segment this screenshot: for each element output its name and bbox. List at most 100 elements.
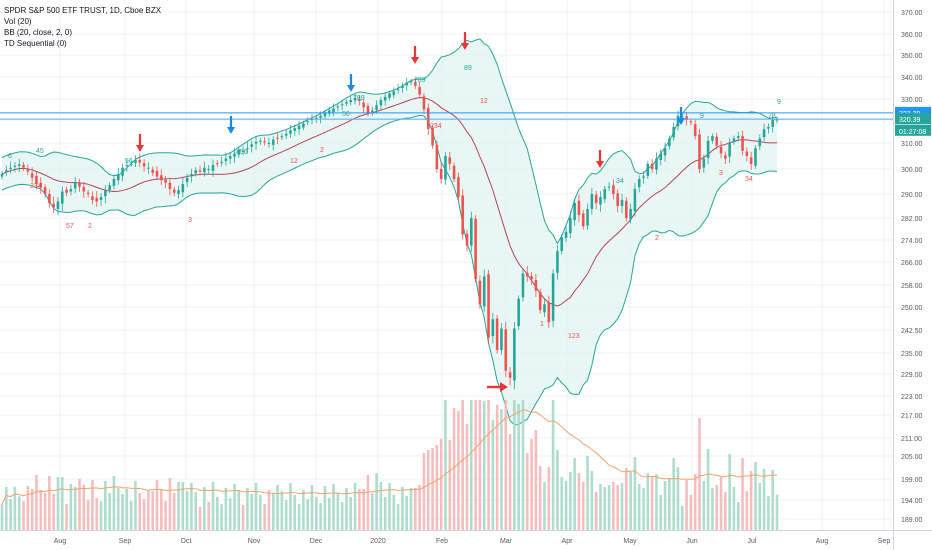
candle-body (181, 184, 185, 193)
candle-body (767, 126, 770, 129)
td-sequential-count: 12 (290, 158, 298, 165)
volume-bar (491, 420, 495, 530)
volume-bar (672, 458, 675, 530)
volume-bar (426, 450, 430, 530)
candle-body (444, 156, 447, 180)
candle-body (332, 108, 335, 113)
legend-title[interactable]: SPDR S&P 500 ETF TRUST, 1D, Cboe BZX (4, 6, 162, 15)
x-tick-label: Sep (119, 538, 132, 545)
volume-bar (741, 458, 744, 530)
candle-body (293, 128, 297, 131)
volume-bar (405, 496, 409, 530)
volume-bar (732, 487, 736, 530)
volume-bar (99, 501, 103, 530)
volume-bar (267, 490, 271, 530)
candle-body (302, 123, 305, 128)
volume-bar (711, 488, 714, 530)
candle-body (86, 192, 90, 194)
volume-bar (323, 486, 327, 530)
candle-body (306, 121, 309, 123)
volume-bar (663, 481, 667, 530)
td-sequential-count: 456 (236, 149, 248, 156)
volume-bar (457, 411, 460, 530)
volume-bar (396, 504, 400, 530)
candle-body (370, 110, 374, 113)
candle-body (457, 177, 460, 197)
volume-bar (689, 495, 693, 530)
candle-body (698, 134, 701, 169)
volume-bar (418, 485, 421, 530)
y-tick-label: 242.50 (901, 328, 923, 335)
td-sequential-count: 34 (745, 176, 753, 183)
volume-bar (556, 450, 559, 530)
y-tick-label: 290.00 (901, 192, 923, 199)
candle-body (577, 200, 581, 215)
y-tick-label: 370.00 (901, 10, 923, 17)
candle-body (642, 176, 645, 178)
volume-bar (422, 453, 426, 530)
volume-bar (284, 500, 288, 530)
candle-body (375, 105, 378, 111)
candle-body (414, 81, 417, 86)
x-tick-label: Oct (181, 538, 192, 545)
volume-bar (241, 505, 245, 530)
candle-body (327, 110, 331, 114)
price-tag (895, 106, 931, 118)
volume-bar (577, 473, 581, 530)
volume-bar (69, 484, 73, 530)
candle-body (198, 170, 202, 172)
volume-bar (620, 483, 624, 530)
legend-td-sequential[interactable]: TD Sequential (0) (4, 39, 67, 48)
volume-bar (13, 486, 17, 530)
volume-bar (504, 400, 508, 530)
td-sequential-count: 234 (430, 123, 442, 130)
volume-bar (388, 483, 391, 530)
volume-bar (0, 504, 4, 530)
x-tick-label: Sep (878, 538, 891, 545)
blue-down-arrow-icon (347, 85, 355, 92)
volume-bar (383, 497, 387, 530)
x-tick-label: Jul (748, 538, 757, 545)
candle-body (289, 130, 292, 134)
candle-body (517, 298, 520, 327)
volume-bar (564, 481, 568, 530)
candle-body (22, 164, 25, 168)
candle-body (241, 150, 245, 152)
candle-body (129, 163, 133, 165)
candle-body (435, 144, 439, 169)
legend-bollinger-bands[interactable]: BB (20, close, 2, 0) (4, 28, 73, 37)
volume-bar (668, 478, 671, 530)
volume-bar (470, 400, 473, 530)
volume-bar (599, 484, 602, 530)
candle-body (60, 191, 64, 204)
candle-body (30, 173, 34, 178)
candle-body (271, 139, 275, 145)
volume-bar (521, 400, 525, 530)
candle-body (5, 170, 8, 173)
candle-body (246, 148, 249, 150)
volume-bar (758, 483, 762, 530)
volume-bar (702, 481, 706, 530)
legend-volume[interactable]: Vol (20) (4, 17, 32, 26)
volume-bar (43, 493, 47, 530)
td-sequential-count: 123 (568, 333, 580, 340)
candle-body (616, 193, 619, 206)
candle-body (543, 304, 546, 313)
red-right-arrow-icon (500, 382, 508, 392)
td-sequential-count: 2 (655, 235, 659, 242)
bollinger-band-fill (2, 38, 777, 425)
candle-body (452, 165, 456, 179)
candle-body (762, 129, 766, 138)
candle-body (603, 189, 607, 200)
volume-bar (530, 439, 533, 530)
volume-bar (706, 449, 710, 530)
y-tick-label: 229.00 (901, 372, 923, 379)
volume-bar (431, 448, 434, 530)
candle-body (581, 213, 585, 227)
td-sequential-count: 34 (616, 178, 624, 185)
volume-bar (327, 498, 331, 530)
td-sequential-count: 3 (188, 217, 192, 224)
volume-bar (435, 445, 439, 530)
